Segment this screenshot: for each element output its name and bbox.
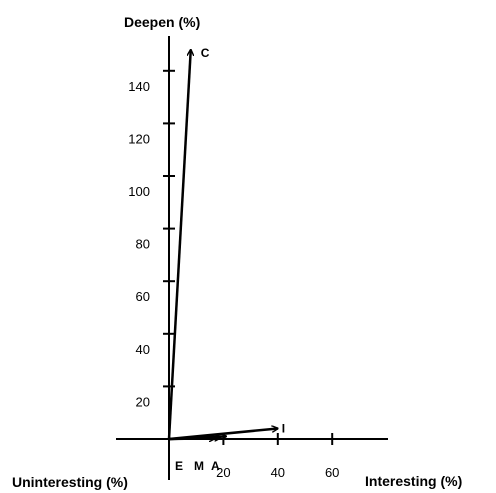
x-tick-label-40: 40 [271,465,285,480]
y-tick-label-20: 20 [136,394,150,409]
y-axis-title: Deepen (%) [124,14,200,30]
x-axis-title-negative: Uninteresting (%) [12,474,128,490]
y-tick-label-80: 80 [136,237,150,252]
y-tick-label-60: 60 [136,289,150,304]
x-tick-label-20: 20 [216,465,230,480]
y-tick-label-100: 100 [128,184,150,199]
x-axis-title-positive: Interesting (%) [365,473,462,489]
y-tick-label-140: 140 [128,79,150,94]
tick-marks [163,69,334,445]
x-tick-label-60: 60 [325,465,339,480]
vectors: C I AME [167,46,285,473]
vector-E [168,438,215,439]
vector-label-I: I [282,421,285,435]
y-tick-label-120: 120 [128,131,150,146]
vector-label-E: E [175,459,183,473]
vector-label-C: C [201,46,210,60]
vector-label-A: A [211,459,220,473]
vector-label-M: M [194,459,204,473]
tick-labels: 20 40 60 80 100 120 140 20 40 60 [128,79,339,480]
y-tick-label-40: 40 [136,342,150,357]
axes [116,36,388,480]
vector-C [167,50,191,440]
